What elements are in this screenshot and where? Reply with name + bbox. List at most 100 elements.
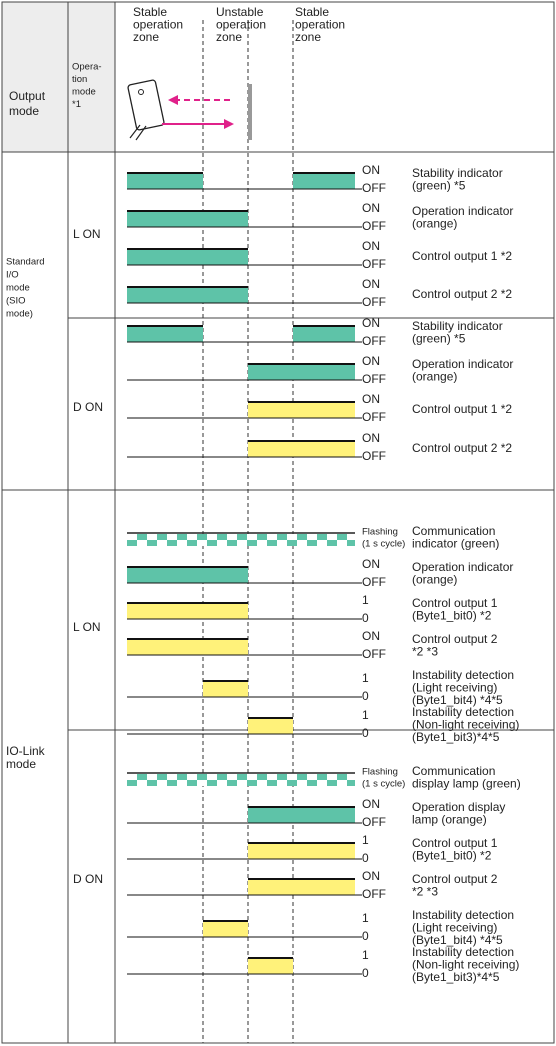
signal-high: [127, 287, 203, 303]
section-label: (SIO: [6, 296, 26, 307]
signal-label: Instability detection: [412, 668, 514, 682]
state-label: 1: [362, 671, 369, 685]
state-label: ON: [362, 354, 380, 368]
header-label: *1: [72, 99, 81, 110]
signal-label: Stability indicator: [412, 319, 503, 333]
zone-label: zone: [133, 30, 159, 44]
signal-label: Instability detection: [412, 705, 514, 719]
signal-label: display lamp (green): [412, 777, 521, 791]
signal-high: [203, 211, 248, 227]
section-label: mode): [6, 309, 33, 320]
section-label: IO-Link: [6, 744, 46, 758]
sensor-icon: [127, 79, 252, 141]
mode-label: D ON: [73, 400, 103, 414]
flash-band: [127, 534, 355, 546]
state-label: Flashing: [362, 767, 398, 778]
signal-high: [293, 441, 355, 457]
state-label: ON: [362, 797, 380, 811]
state-label: 0: [362, 689, 369, 703]
state-label: ON: [362, 316, 380, 330]
state-label: ON: [362, 629, 380, 643]
signal-label: lamp (orange): [412, 813, 487, 827]
state-label: ON: [362, 201, 380, 215]
signal-high: [127, 603, 203, 619]
signal-high: [293, 173, 355, 189]
signal-label: indicator (green): [412, 537, 499, 551]
state-label: 0: [362, 726, 369, 740]
signal-label: Operation display: [412, 800, 505, 814]
signal-label: Stability indicator: [412, 166, 503, 180]
signal-label: (Light receiving): [412, 681, 497, 695]
signal-label: (Byte1_bit0) *2: [412, 609, 492, 623]
signal-high: [203, 567, 248, 583]
signal-label: Communication: [412, 764, 495, 778]
signal-high: [293, 326, 355, 342]
signal-high: [293, 364, 355, 380]
signal-label: Instability detection: [412, 908, 514, 922]
zone-label: zone: [295, 30, 321, 44]
signal-label: Control output 2 *2: [412, 441, 512, 455]
state-label: 1: [362, 911, 369, 925]
state-label: 0: [362, 851, 369, 865]
signal-high: [203, 287, 248, 303]
header-label: mode: [72, 87, 96, 98]
state-label: Flashing: [362, 527, 398, 538]
signal-high: [293, 402, 355, 418]
signal-label: (Byte1_bit4) *4*5: [412, 933, 503, 947]
mode-label: D ON: [73, 872, 103, 886]
state-label: OFF: [362, 295, 386, 309]
signal-high: [248, 364, 293, 380]
signal-label: (Non-light receiving): [412, 958, 519, 972]
state-label: ON: [362, 392, 380, 406]
signal-label: (green) *5: [412, 332, 466, 346]
state-label: ON: [362, 163, 380, 177]
state-label: 1: [362, 948, 369, 962]
signal-high: [127, 211, 203, 227]
signal-label: (Byte1_bit4) *4*5: [412, 693, 503, 707]
zone-label: operation: [295, 18, 345, 32]
zone-label: operation: [216, 18, 266, 32]
state-label: 0: [362, 929, 369, 943]
signal-high: [293, 807, 355, 823]
signal-label: (green) *5: [412, 179, 466, 193]
section-label: I/O: [6, 270, 19, 281]
signal-high: [203, 639, 248, 655]
header-bg: [2, 2, 115, 152]
signal-high: [248, 807, 293, 823]
state-label: OFF: [362, 219, 386, 233]
signal-label: Operation indicator: [412, 560, 513, 574]
state-label: OFF: [362, 449, 386, 463]
signal-label: (Byte1_bit3)*4*5: [412, 970, 500, 984]
signal-high: [248, 718, 293, 734]
signal-high: [248, 958, 293, 974]
signal-label: *2 *3: [412, 885, 438, 899]
signal-label: Communication: [412, 524, 495, 538]
signal-label: Control output 1: [412, 596, 498, 610]
flash-band: [127, 774, 355, 786]
state-label: 1: [362, 708, 369, 722]
section-label: mode: [6, 757, 36, 771]
state-label: OFF: [362, 334, 386, 348]
signal-label: (orange): [412, 370, 457, 384]
state-label: ON: [362, 557, 380, 571]
signal-label: (orange): [412, 217, 457, 231]
signal-high: [203, 603, 248, 619]
header-label: Output: [9, 89, 46, 103]
signal-label: Control output 1 *2: [412, 402, 512, 416]
header-label: tion: [72, 74, 87, 85]
signal-high: [203, 921, 248, 937]
signal-label: (Light receiving): [412, 921, 497, 935]
signal-label: (Byte1_bit0) *2: [412, 849, 492, 863]
state-label: 1: [362, 833, 369, 847]
state-label: ON: [362, 869, 380, 883]
state-label: OFF: [362, 887, 386, 901]
signal-label: (orange): [412, 573, 457, 587]
state-label: OFF: [362, 575, 386, 589]
signal-label: Operation indicator: [412, 357, 513, 371]
signal-label: (Non-light receiving): [412, 718, 519, 732]
signal-high: [248, 843, 293, 859]
signal-high: [127, 326, 203, 342]
signal-high: [248, 441, 293, 457]
zone-label: Unstable: [216, 5, 264, 19]
zone-label: operation: [133, 18, 183, 32]
